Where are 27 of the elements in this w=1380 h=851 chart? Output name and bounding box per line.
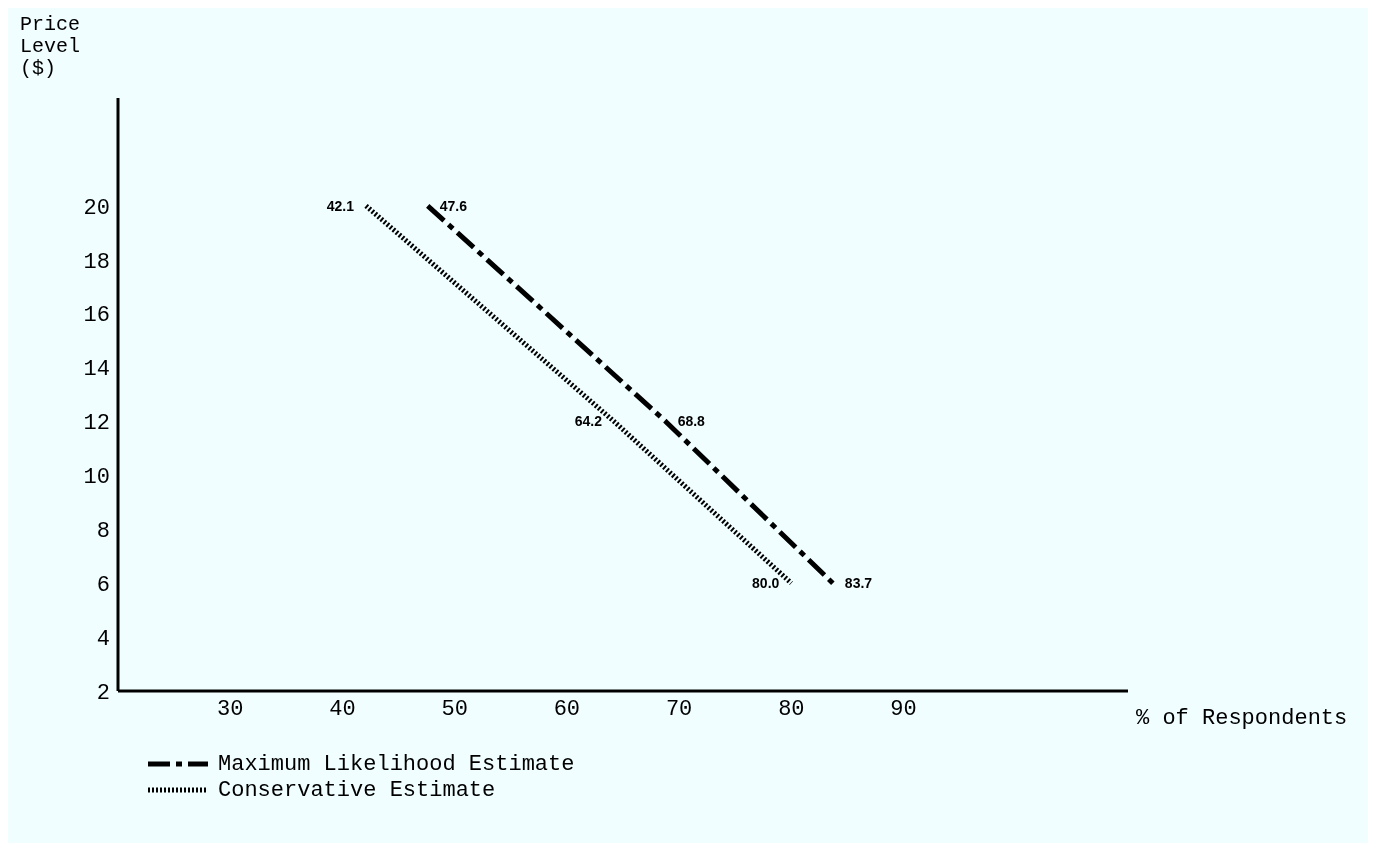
x-tick-label: 60 [553,696,581,722]
y-tick-label: 20 [83,195,110,221]
annotation: 83.7 [844,575,873,592]
legend-label: Maximum Likelihood Estimate [218,751,575,777]
x-tick-label: 40 [329,696,356,722]
y-axis-title: Price Level ($) [20,13,81,80]
y-tick-label: 14 [83,357,110,383]
legend-label: Conservative Estimate [218,777,496,803]
y-tick-label: 4 [96,626,110,652]
y-tick-label: 2 [96,680,110,706]
x-axis-title: % of Respondents [1136,706,1348,731]
x-tick-label: 80 [778,696,805,722]
y-tick-label: 12 [83,411,110,437]
y-tick-label: 10 [83,465,110,491]
x-tick-label: 90 [890,696,917,722]
annotation: 47.6 [439,197,468,214]
annotation: 68.8 [677,413,706,430]
x-tick-label: 30 [217,696,244,722]
y-tick-label: 6 [96,572,110,598]
x-tick-label: 70 [665,696,693,722]
annotation: 80.0 [752,575,780,592]
y-tick-label: 16 [83,303,110,329]
y-tick-label: 18 [83,249,110,275]
x-tick-label: 50 [441,696,468,722]
annotation: 42.1 [326,197,355,214]
annotation: 64.2 [574,413,603,430]
y-tick-label: 8 [96,519,110,545]
